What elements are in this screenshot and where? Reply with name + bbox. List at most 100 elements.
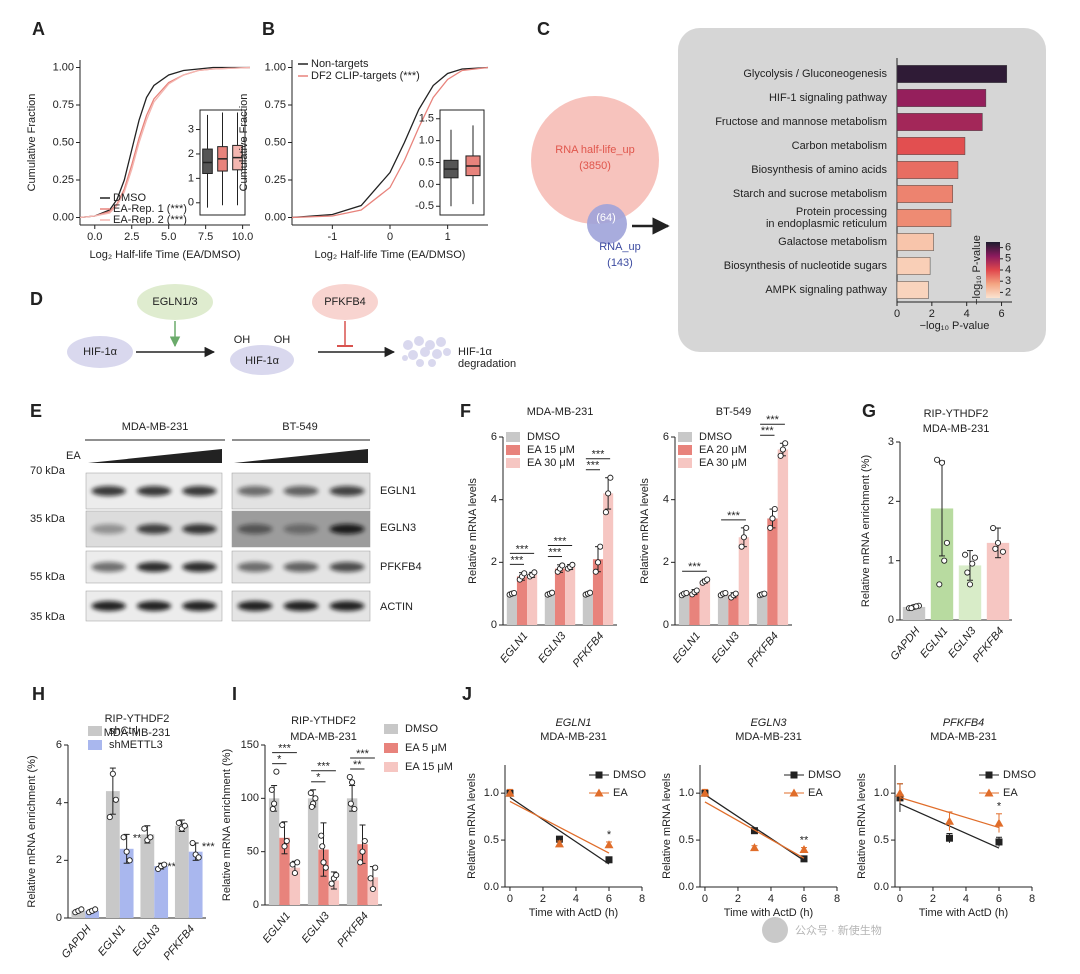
y-tick-label: 0.0 [874,881,889,893]
marker [944,816,954,825]
marker [985,771,993,779]
bar [318,849,329,905]
significance-label: *** [587,460,601,472]
blot-band [136,562,172,572]
data-point [732,590,739,597]
data-point [607,474,614,481]
y-axis-label: Relative mRNA enrichment (%) [860,455,872,607]
bar [896,161,959,179]
y-tick-label: 0.0 [679,881,694,893]
blot-band [329,601,365,611]
y-tick-label: 4 [491,494,497,506]
significance-label: *** [766,414,780,426]
colorbar-tick-label: 6 [1005,242,1011,254]
data-point [308,803,315,810]
bar [506,593,517,625]
colorbar-tick-label: 5 [1005,253,1011,265]
data-point [319,843,326,850]
chart-title: BT-549 [716,406,751,418]
x-tick-label: 4 [964,308,970,320]
y-tick-label: 4 [56,797,62,809]
legend-swatch [384,724,398,734]
marker [595,771,603,779]
bar [896,89,987,107]
legend-swatch [88,726,102,736]
data-point [569,561,576,568]
x-axis-label: Time with ActD (h) [724,907,813,919]
blot-band [182,486,217,496]
venn-label: RNA_up [599,241,641,253]
data-point [106,814,113,821]
marker [800,855,808,863]
marker [995,838,1003,846]
legend-swatch [384,762,398,772]
y-tick-label: 0.75 [53,99,74,111]
bar [554,568,566,625]
panel-label: J [462,684,472,704]
significance-label: *** [202,841,216,853]
x-tick-label: 0 [897,893,903,905]
bar [328,880,340,905]
blot-band [182,601,217,611]
x-tick-label: 2 [929,308,935,320]
protein-node [230,345,294,375]
significance-label: *** [761,425,775,437]
legend-label: EA 15 μM [405,761,453,773]
x-tick-label: 6 [606,893,612,905]
colorbar-tick-label: 4 [1005,264,1011,276]
x-tick-label: -1 [327,231,337,243]
legend-swatch [678,458,692,468]
x-tick-label: 4 [768,893,774,905]
data-point [704,576,711,583]
fit-line [704,801,805,859]
bar [346,798,358,905]
data-point [693,587,700,594]
marker [594,788,604,797]
bar [896,281,929,299]
y-tick-label: 0 [188,197,194,209]
data-point [969,560,976,567]
data-point [767,524,774,531]
data-point [964,569,971,576]
significance-label: ** [167,861,176,873]
blot-band [182,562,217,572]
y-tick-label: 0.00 [265,211,286,223]
marker [789,788,799,797]
data-point [602,509,609,516]
data-point [971,554,978,561]
significance-label: ** [353,759,362,771]
category-label: Fructose and mannose metabolism [715,116,887,128]
significance-label: *** [549,546,563,558]
bar [592,559,604,625]
data-point [175,819,182,826]
marker [505,788,515,797]
bar [188,851,203,918]
data-point [126,857,133,864]
panel-label: C [537,19,550,39]
node-label: OH [274,334,291,346]
x-tick-label: EGLN3 [300,909,333,945]
data-point [161,861,168,868]
x-axis-label: Log₂ Half-life Time (EA/DMSO) [315,249,466,261]
cdf-line [291,66,489,219]
node-label: HIF-1α degradation [458,346,516,370]
inhibitor-node [312,284,378,320]
chart-title: RIP-YTHDF2 [105,713,170,725]
degradation-dots [402,336,451,367]
legend-swatch [678,432,692,442]
y-tick-label: 6 [56,739,62,751]
legend-swatch [384,743,398,753]
data-point [683,589,690,597]
bar [767,518,778,625]
y-tick-label: -0.5 [415,200,434,212]
bar [896,185,954,203]
data-point [779,446,786,453]
data-point [367,875,374,882]
legend-label: EA 30 μM [699,457,747,469]
y-tick-label: 1 [888,555,894,567]
x-tick-label: 6 [801,893,807,905]
marker [994,818,1004,827]
dose-wedge [234,449,368,463]
